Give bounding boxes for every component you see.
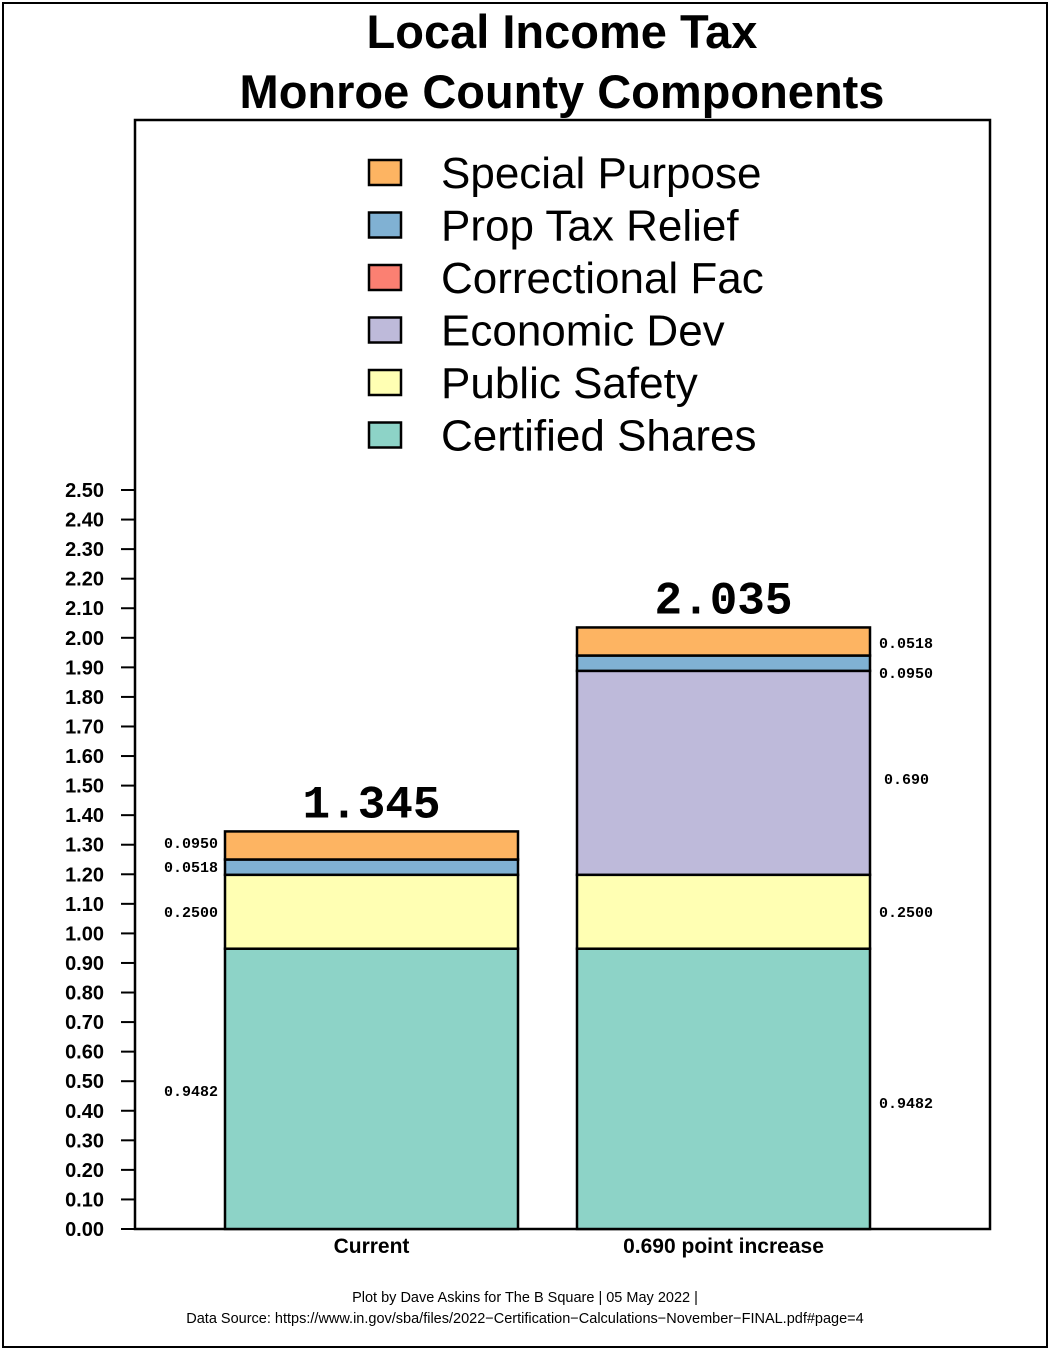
y-tick-label: 2.20 bbox=[65, 569, 104, 591]
segment-value-label: 0.9482 bbox=[164, 1084, 218, 1101]
y-tick-label: 0.70 bbox=[65, 1012, 104, 1034]
bar-segment-prop-tax-relief bbox=[575, 654, 872, 673]
bar-segment-certified-shares bbox=[575, 947, 872, 1231]
y-tick-label: 0.90 bbox=[65, 953, 104, 975]
y-tick-label: 0.60 bbox=[65, 1042, 104, 1064]
segment-value-label: 0.0950 bbox=[164, 836, 218, 853]
legend-label: Public Safety bbox=[441, 359, 698, 408]
bar-segment-public-safety bbox=[575, 873, 872, 950]
legend-swatch bbox=[367, 211, 403, 239]
plot-area bbox=[133, 118, 992, 1231]
segment-value-label: 0.690 bbox=[884, 772, 929, 789]
segment-value-label: 0.2500 bbox=[879, 905, 933, 922]
y-tick-label: 0.20 bbox=[65, 1160, 104, 1182]
y-tick-label: 2.30 bbox=[65, 539, 104, 561]
y-tick-label: 2.00 bbox=[65, 628, 104, 650]
y-tick-label: 1.80 bbox=[65, 687, 104, 709]
y-tick-label: 0.30 bbox=[65, 1130, 104, 1152]
legend-label: Correctional Fac bbox=[441, 254, 764, 303]
legend-swatch bbox=[367, 158, 403, 187]
y-tick-label: 2.40 bbox=[65, 510, 104, 532]
y-tick-label: 0.00 bbox=[65, 1219, 104, 1241]
x-category-label: 0.690 point increase bbox=[623, 1235, 824, 1258]
segment-value-label: 0.0950 bbox=[879, 666, 933, 683]
y-tick-label: 2.50 bbox=[65, 480, 104, 502]
legend-label: Certified Shares bbox=[441, 412, 756, 461]
footer-credit: Plot by Dave Askins for The B Square | 0… bbox=[352, 1290, 698, 1306]
chart-subtitle: Monroe County Components bbox=[239, 65, 885, 118]
y-tick-label: 1.10 bbox=[65, 894, 104, 916]
x-category-label: Current bbox=[334, 1235, 410, 1258]
y-tick-label: 0.10 bbox=[65, 1189, 104, 1211]
bar-segment-economic-dev bbox=[575, 669, 872, 877]
legend-swatch bbox=[367, 316, 403, 344]
bar-segment-public-safety bbox=[223, 873, 520, 950]
bar-total-label: 2.035 bbox=[654, 575, 792, 627]
footer-source: Data Source: https://www.in.gov/sba/file… bbox=[186, 1311, 864, 1327]
legend-swatch bbox=[367, 263, 403, 292]
chart-title: Local Income Tax bbox=[366, 5, 758, 58]
legend-swatch bbox=[367, 421, 403, 449]
segment-value-label: 0.0518 bbox=[879, 636, 933, 653]
y-tick-label: 1.60 bbox=[65, 746, 104, 768]
segment-value-label: 0.0518 bbox=[164, 860, 218, 877]
y-tick-label: 1.70 bbox=[65, 716, 104, 738]
y-tick-label: 2.10 bbox=[65, 598, 104, 620]
y-tick-label: 1.20 bbox=[65, 864, 104, 886]
y-tick-label: 1.50 bbox=[65, 776, 104, 798]
segment-value-label: 0.2500 bbox=[164, 905, 218, 922]
legend-label: Prop Tax Relief bbox=[441, 202, 739, 251]
y-tick-label: 0.80 bbox=[65, 983, 104, 1005]
bar-segment-certified-shares bbox=[223, 947, 520, 1231]
legend-swatch bbox=[367, 368, 403, 397]
legend-label: Special Purpose bbox=[441, 149, 761, 198]
y-tick-label: 1.00 bbox=[65, 923, 104, 945]
bar-segment-special-purpose bbox=[223, 830, 520, 861]
y-tick-label: 1.30 bbox=[65, 835, 104, 857]
segment-value-label: 0.9482 bbox=[879, 1096, 933, 1113]
y-tick-label: 1.40 bbox=[65, 805, 104, 827]
y-tick-label: 0.50 bbox=[65, 1071, 104, 1093]
y-tick-label: 1.90 bbox=[65, 657, 104, 679]
bar-total-label: 1.345 bbox=[302, 779, 440, 831]
bar-segment-prop-tax-relief bbox=[223, 858, 520, 877]
y-tick-label: 0.40 bbox=[65, 1101, 104, 1123]
legend-label: Economic Dev bbox=[441, 307, 725, 356]
bar-segment-special-purpose bbox=[575, 626, 872, 657]
